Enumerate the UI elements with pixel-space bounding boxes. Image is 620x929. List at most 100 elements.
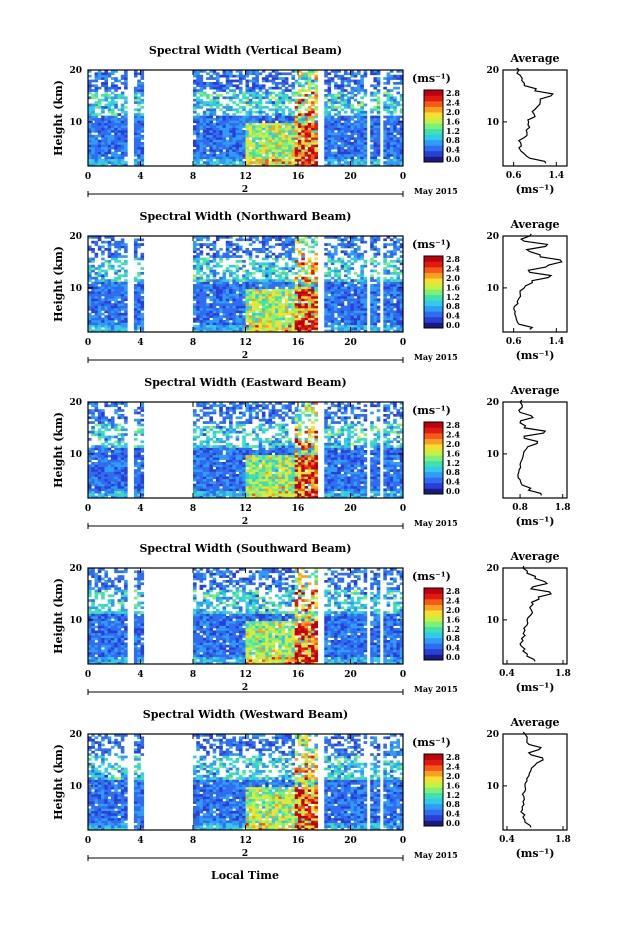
heatmap-cell (278, 122, 282, 126)
heatmap-cell (91, 481, 95, 484)
heatmap-cell (107, 125, 112, 128)
heatmap-cell (337, 130, 341, 133)
heatmap-cell (373, 324, 378, 328)
heatmap-cell (337, 281, 341, 285)
heatmap-cell (340, 238, 345, 242)
heatmap-cell (376, 149, 381, 152)
heatmap-cell (350, 305, 355, 309)
heatmap-cell (137, 312, 141, 316)
heatmap-cell (140, 144, 145, 148)
heatmap-cell (238, 161, 243, 164)
heatmap-cell (255, 250, 259, 254)
heatmap-cell (94, 478, 99, 482)
heatmap-cell (248, 284, 253, 287)
heatmap-cell (238, 151, 243, 155)
heatmap-cell (101, 250, 105, 254)
heatmap-cell (261, 146, 266, 150)
heatmap-cell (330, 245, 335, 249)
heatmap-cell (258, 324, 263, 328)
heatmap-cell (357, 288, 361, 292)
heatmap-cell (242, 324, 246, 328)
heatmap-cell (284, 300, 289, 304)
heatmap-cell (88, 483, 92, 487)
heatmap-cell (324, 113, 328, 116)
heatmap-cell (242, 118, 246, 121)
heatmap-cell (94, 127, 99, 131)
heatmap-cell (327, 260, 332, 263)
heatmap-cell (255, 154, 259, 157)
heatmap-cell (311, 86, 315, 90)
heatmap-cell (245, 154, 250, 157)
heatmap-cell (291, 264, 296, 268)
heatmap-cell (271, 317, 276, 321)
heatmap-cell (209, 158, 213, 162)
heatmap-cell (304, 130, 309, 133)
heatmap-cell (101, 137, 105, 140)
heatmap-cell (206, 96, 210, 100)
heatmap-cell (114, 269, 118, 273)
heatmap-cell (137, 291, 141, 294)
heatmap-cell (222, 279, 227, 282)
heatmap-cell (114, 327, 118, 330)
heatmap-cell (298, 134, 302, 138)
heatmap-cell (311, 118, 315, 121)
heatmap-cell (386, 134, 391, 138)
heatmap-cell (133, 149, 138, 152)
heatmap-cell (232, 286, 236, 290)
heatmap-cell (389, 149, 394, 152)
heatmap-cell (340, 96, 345, 100)
heatmap-cell (340, 308, 345, 311)
heatmap-cell (101, 493, 105, 496)
heatmap-cell (330, 122, 335, 126)
heatmap-cell (330, 281, 335, 285)
heatmap-cell (219, 108, 223, 112)
heatmap-cell (376, 134, 381, 138)
heatmap-cell (97, 98, 102, 102)
heatmap-cell (324, 127, 328, 131)
heatmap-cell (275, 110, 279, 114)
heatmap-cell (291, 91, 296, 95)
heatmap-cell (229, 308, 233, 311)
heatmap-cell (386, 156, 391, 160)
heatmap-cell (245, 269, 250, 273)
heatmap-cell (229, 118, 233, 121)
heatmap-cell (301, 94, 305, 97)
heatmap-cell (124, 308, 128, 311)
heatmap-cell (268, 130, 273, 133)
heatmap-cell (278, 293, 282, 297)
heatmap-cell (304, 132, 309, 136)
heatmap-cell (94, 243, 99, 246)
heatmap-cell (311, 324, 315, 328)
heatmap-cell (215, 317, 220, 321)
colorbar-swatch (424, 272, 443, 279)
heatmap-cell (327, 110, 332, 114)
heatmap-cell (107, 260, 112, 263)
heatmap-cell (117, 79, 122, 83)
heatmap-cell (91, 293, 95, 297)
heatmap-cell (248, 79, 253, 83)
heatmap-cell (294, 260, 299, 263)
heatmap-cell (140, 272, 145, 275)
heatmap-cell (275, 274, 279, 278)
heatmap-cell (399, 279, 404, 282)
heatmap-cell (248, 139, 253, 143)
heatmap-cell (265, 163, 269, 167)
heatmap-cell (229, 303, 233, 306)
heatmap-cell (238, 74, 243, 78)
heatmap-cell (357, 118, 361, 121)
heatmap-cell (268, 284, 273, 287)
heatmap-cell (199, 279, 204, 282)
heatmap-cell (281, 267, 286, 270)
heatmap-cell (137, 286, 141, 290)
heatmap-cell (304, 305, 309, 309)
heatmap-cell (248, 281, 253, 285)
heatmap-cell (268, 312, 273, 316)
heatmap-cell (104, 466, 108, 470)
heatmap-cell (104, 120, 108, 124)
heatmap-cell (343, 118, 348, 121)
heatmap-cell (107, 284, 112, 287)
heatmap-cell (94, 158, 99, 162)
heatmap-cell (314, 327, 318, 330)
heatmap-cell (389, 89, 394, 92)
heatmap-cell (363, 146, 368, 150)
